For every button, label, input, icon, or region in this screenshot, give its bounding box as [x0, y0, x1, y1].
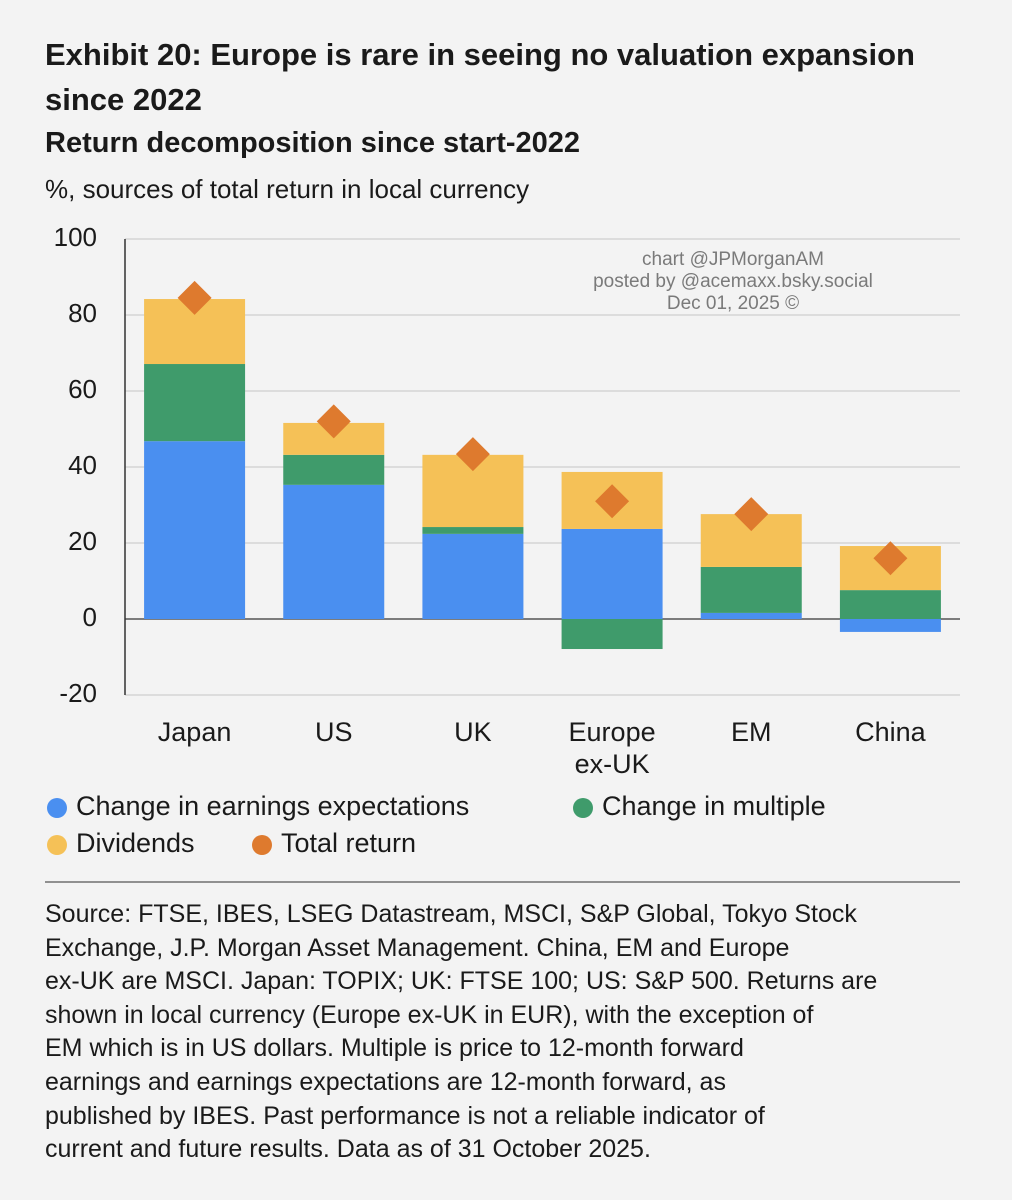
total-marker — [316, 404, 351, 439]
source-line: current and future results. Data as of 3… — [45, 1135, 651, 1164]
source-line: EM which is in US dollars. Multiple is p… — [45, 1034, 744, 1063]
bar-segment — [144, 364, 246, 442]
bar-segment — [283, 484, 385, 619]
total-marker — [873, 541, 908, 576]
watermark: chart @JPMorganAM — [642, 249, 824, 270]
bar-segment — [144, 441, 246, 619]
source-line: Source: FTSE, IBES, LSEG Datastream, MSC… — [45, 900, 857, 928]
legend-label: Change in multiple — [602, 791, 826, 821]
bar-segment — [700, 612, 802, 619]
source-line: earnings and earnings expectations are 1… — [45, 1067, 726, 1096]
y-tick-label: 80 — [68, 298, 97, 328]
x-tick-label: UK — [454, 717, 492, 747]
total-marker — [734, 497, 769, 532]
source-note: Source: FTSE, IBES, LSEG Datastream, MSC… — [45, 898, 877, 1167]
source-line: published by IBES. Past performance is n… — [45, 1101, 765, 1130]
chart-subtitle: Return decomposition since start-2022 — [45, 127, 581, 159]
total-marker — [177, 280, 212, 315]
bar-segment — [700, 566, 802, 613]
bar-segment — [561, 528, 663, 619]
y-tick-label: 0 — [83, 602, 97, 632]
total-marker — [595, 484, 630, 519]
x-tick-label: Japan — [157, 717, 232, 747]
x-tick-label: EM — [731, 717, 772, 747]
total-marker — [455, 437, 490, 472]
x-tick-label: US — [314, 717, 353, 747]
y-tick-label: 20 — [68, 526, 97, 556]
watermark: Dec 01, 2025 © — [667, 293, 799, 314]
bar-segment — [561, 619, 663, 650]
legend-swatch — [573, 798, 593, 818]
legend-label: Total return — [281, 828, 416, 858]
source-line: shown in local currency (Europe ex-UK in… — [45, 1000, 814, 1029]
legend-label: Dividends — [76, 828, 195, 858]
bar-segment — [839, 619, 941, 632]
legend-swatch — [47, 798, 67, 818]
watermark: posted by @acemaxx.bsky.social — [593, 271, 873, 292]
bar-segment — [839, 590, 941, 619]
legend-swatch — [47, 835, 67, 855]
source-line: ex-UK are MSCI. Japan: TOPIX; UK: FTSE 1… — [45, 967, 878, 996]
y-tick-label: -20 — [59, 678, 97, 708]
chart-title: Exhibit 20: Europe is rare in seeing no … — [45, 37, 915, 117]
x-tick-label: Europe ex-UK — [568, 717, 656, 779]
bar-segment — [283, 454, 385, 485]
y-tick-label: 100 — [54, 222, 97, 252]
legend-label: Change in earnings expectations — [76, 791, 469, 821]
legend-swatch — [252, 835, 272, 855]
y-tick-label: 40 — [68, 450, 97, 480]
y-tick-label: 60 — [68, 374, 97, 404]
y-axis-label: %, sources of total return in local curr… — [45, 174, 530, 204]
x-tick-label: China — [855, 717, 926, 747]
bar-segment — [422, 533, 524, 619]
source-line: Exchange, J.P. Morgan Asset Management. … — [45, 933, 790, 962]
bar-segment — [422, 527, 524, 534]
